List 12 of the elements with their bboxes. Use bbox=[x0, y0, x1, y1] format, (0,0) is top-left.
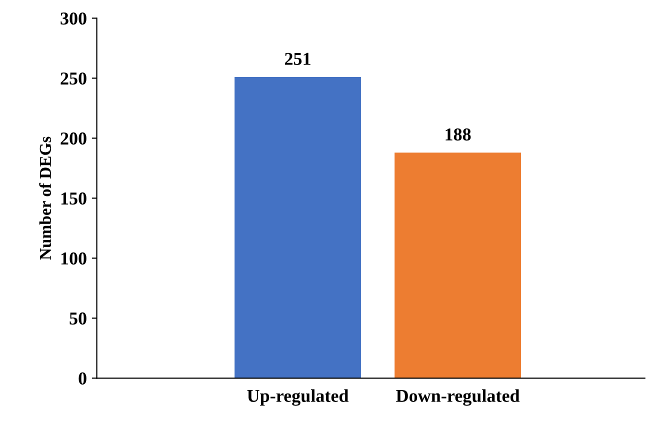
x-tick-label: Up-regulated bbox=[247, 389, 349, 406]
data-label: 251 bbox=[284, 52, 310, 65]
y-tick-label: 100 bbox=[61, 252, 86, 265]
y-tick-label: 200 bbox=[60, 132, 86, 145]
y-tick-label: 250 bbox=[60, 72, 86, 85]
x-tick-label: Down-regulated bbox=[396, 389, 520, 406]
y-axis-title: Number of DEGs bbox=[39, 136, 52, 260]
y-tick-label: 150 bbox=[61, 192, 86, 205]
y-tick-label: 0 bbox=[78, 372, 86, 385]
data-label: 188 bbox=[446, 128, 471, 141]
y-tick-label: 50 bbox=[70, 312, 86, 325]
y-tick-label: 300 bbox=[60, 12, 86, 25]
